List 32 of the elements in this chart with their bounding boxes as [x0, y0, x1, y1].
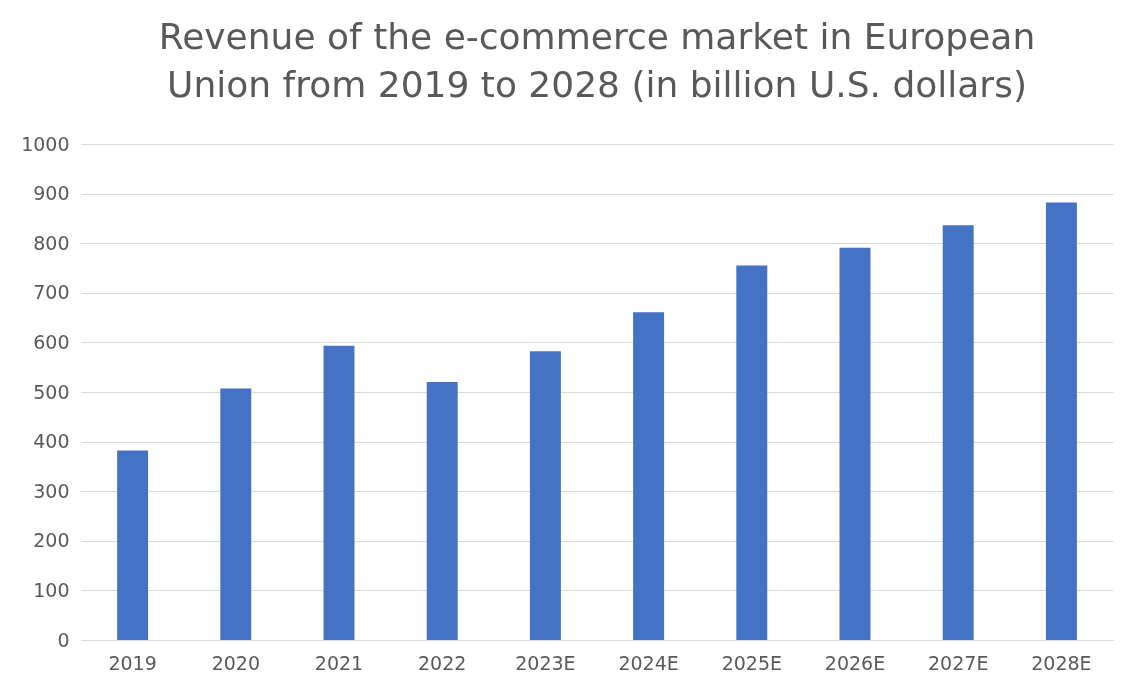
- chart-title: Revenue of the e-commerce market in European Union from 2019 to 2028 (in billion U.S. dollars): [158, 16, 1036, 105]
- bar: [323, 345, 355, 640]
- x-tick-label: 2022: [418, 651, 467, 674]
- bar: [117, 450, 149, 640]
- y-tick-label: 900: [33, 182, 70, 205]
- x-tick-label: 2025E: [721, 651, 782, 674]
- y-tick-label: 200: [33, 529, 70, 552]
- bar: [942, 225, 974, 640]
- y-tick-label: 400: [33, 430, 70, 453]
- bar: [1045, 202, 1077, 640]
- x-tick-label: 2020: [211, 651, 260, 674]
- y-tick-label: 0: [57, 628, 70, 651]
- x-tick-label: 2023E: [515, 651, 576, 674]
- y-tick-label: 500: [33, 380, 70, 403]
- x-tick-label: 2024E: [618, 651, 679, 674]
- bar: [633, 312, 665, 640]
- bar: [220, 388, 252, 640]
- y-tick-label: 100: [33, 578, 70, 601]
- y-tick-label: 700: [33, 281, 70, 304]
- x-tick-label: 2028E: [1031, 651, 1092, 674]
- y-tick-label: 1000: [21, 132, 70, 155]
- y-tick-label: 300: [33, 479, 70, 502]
- x-tick-label: 2027E: [928, 651, 989, 674]
- x-tick-label: 2021: [314, 651, 364, 674]
- x-tick-label: 2026E: [824, 651, 886, 674]
- bar: [839, 247, 871, 640]
- bar: [529, 351, 561, 640]
- x-tick-label: 2019: [108, 651, 157, 674]
- y-tick-label: 600: [33, 330, 70, 353]
- bar: [426, 382, 458, 640]
- bar: [736, 265, 768, 640]
- y-tick-label: 800: [33, 231, 70, 254]
